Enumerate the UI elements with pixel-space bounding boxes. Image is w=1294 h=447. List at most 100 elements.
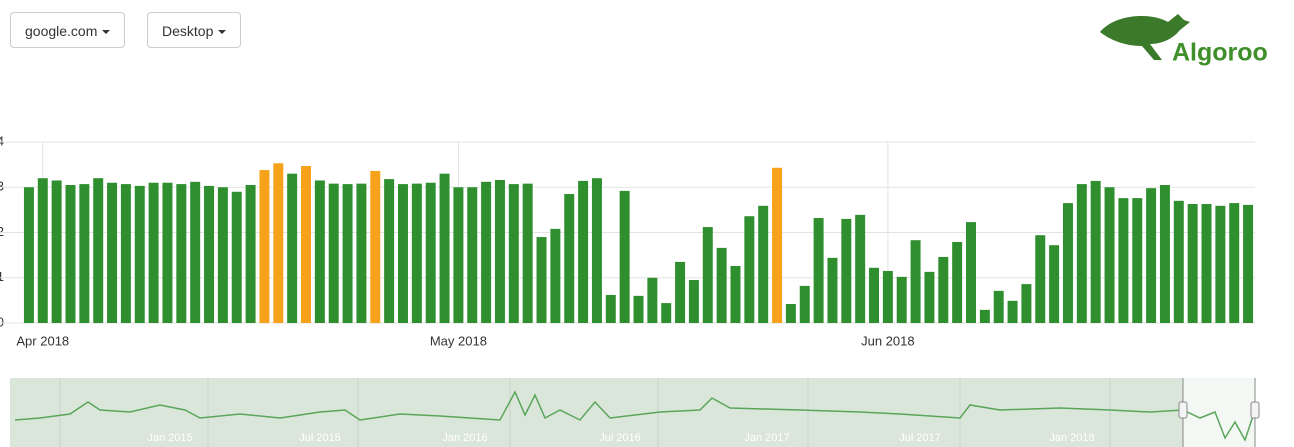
bar (314, 180, 325, 323)
bar (273, 163, 284, 323)
bar (813, 218, 824, 323)
logo-text: Algoroo (1172, 39, 1268, 67)
bar (647, 277, 658, 323)
navigator-handles[interactable] (1178, 378, 1260, 447)
bar (1201, 203, 1212, 323)
bar (204, 185, 215, 323)
bar (702, 227, 713, 323)
navigator-label: Jul 2017 (899, 432, 941, 444)
bar (730, 265, 741, 323)
bar (938, 256, 949, 323)
bar (619, 190, 630, 323)
bar (605, 294, 616, 323)
bar (966, 222, 976, 323)
bar (23, 187, 34, 323)
bar (1243, 204, 1254, 323)
y-tick-label: 0 (0, 314, 4, 329)
device-dropdown[interactable]: Desktop (147, 12, 242, 48)
navigator-label: Jan 2017 (744, 432, 789, 444)
bar (397, 184, 408, 323)
bar (1007, 300, 1018, 323)
bar (869, 267, 880, 323)
bar (924, 271, 935, 323)
bar (342, 184, 353, 323)
bar (439, 173, 450, 323)
bar (896, 276, 907, 323)
bar (1104, 187, 1115, 323)
navigator-label: Jan 2018 (1049, 432, 1094, 444)
bar (952, 242, 963, 323)
bar (661, 303, 672, 323)
bar (536, 237, 547, 323)
bar (522, 183, 533, 323)
bar (1035, 235, 1046, 323)
bar (1090, 180, 1101, 323)
bar (1021, 284, 1032, 323)
bar (1049, 245, 1060, 323)
bar (979, 309, 990, 323)
bar (301, 165, 311, 323)
navigator-selection (1183, 378, 1255, 447)
site-dropdown[interactable]: google.com (10, 12, 126, 48)
bar (107, 182, 118, 323)
bar (1132, 198, 1143, 323)
navigator-label: Jul 2016 (599, 432, 641, 444)
bar (688, 280, 699, 323)
y-tick-label: 4 (0, 133, 4, 148)
bar (65, 184, 76, 323)
bar (1215, 205, 1226, 323)
bar (841, 218, 852, 323)
bar (910, 240, 921, 323)
bar (716, 247, 727, 323)
bar (1187, 203, 1198, 323)
bar (467, 187, 478, 323)
bar (882, 270, 893, 323)
bar (1076, 184, 1087, 323)
bar (148, 182, 159, 323)
bar (633, 295, 644, 323)
x-tick-label: Jun 2018 (861, 333, 915, 348)
bar (785, 303, 796, 323)
bar (758, 205, 769, 323)
y-tick-label: 3 (0, 179, 4, 194)
bar (508, 184, 519, 323)
bar (855, 214, 866, 323)
bar (1159, 184, 1170, 323)
bar (356, 183, 367, 323)
x-tick-label: May 2018 (430, 333, 487, 348)
bar (799, 285, 810, 323)
bar (564, 194, 575, 323)
bar (370, 170, 381, 323)
bar (245, 184, 256, 323)
bar (411, 183, 422, 323)
bar (93, 178, 104, 323)
bar (453, 187, 464, 323)
bar (1118, 198, 1129, 323)
bar (675, 261, 686, 323)
navigator-background (10, 378, 1255, 447)
y-tick-label: 2 (0, 224, 4, 239)
bar (287, 173, 298, 323)
bar (51, 180, 62, 323)
navigator: Jan 2015 Jul 2015 Jan 2016 Jul 2016 Jan 2017… (10, 378, 1260, 447)
bar (578, 180, 589, 323)
bar (744, 216, 755, 323)
bar (162, 182, 173, 323)
bar (134, 185, 145, 323)
bar (37, 178, 48, 323)
bar (384, 179, 395, 323)
bar (481, 181, 492, 323)
bar (993, 290, 1004, 323)
bar (550, 228, 561, 323)
bar (1146, 188, 1157, 323)
bar (120, 184, 131, 323)
navigator-label: Jan 2016 (442, 432, 487, 444)
bar (494, 180, 505, 323)
bar (772, 167, 783, 323)
bar (1229, 203, 1240, 323)
logo-icon (1100, 14, 1190, 60)
bar (328, 183, 339, 323)
bar (425, 182, 436, 323)
